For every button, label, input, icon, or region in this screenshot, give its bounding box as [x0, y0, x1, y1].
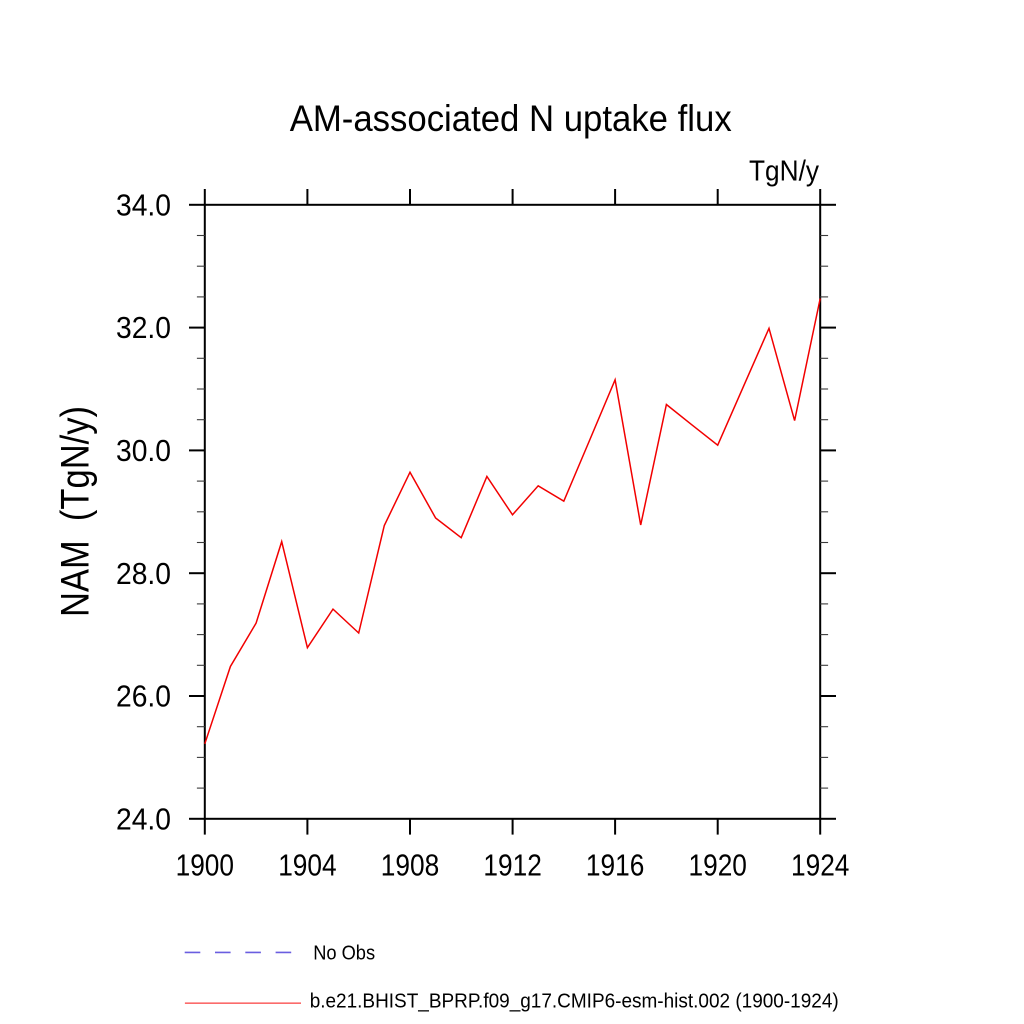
svg-text:32.0: 32.0: [116, 311, 171, 345]
svg-text:26.0: 26.0: [116, 680, 171, 714]
svg-text:b.e21.BHIST_BPRP.f09_g17.CMIP6: b.e21.BHIST_BPRP.f09_g17.CMIP6-esm-hist.…: [310, 990, 839, 1012]
svg-text:1924: 1924: [791, 848, 849, 882]
svg-text:24.0: 24.0: [116, 802, 171, 836]
svg-text:30.0: 30.0: [116, 434, 171, 468]
svg-text:NAM (TgN/y): NAM (TgN/y): [54, 406, 98, 617]
svg-text:1904: 1904: [278, 848, 336, 882]
svg-text:1900: 1900: [176, 848, 234, 882]
svg-text:28.0: 28.0: [116, 557, 171, 591]
svg-text:AM-associated N uptake flux: AM-associated N uptake flux: [290, 97, 732, 139]
svg-text:No Obs: No Obs: [313, 943, 375, 965]
svg-text:1916: 1916: [586, 848, 644, 882]
svg-text:1908: 1908: [381, 848, 439, 882]
svg-text:1920: 1920: [689, 848, 747, 882]
svg-text:1912: 1912: [483, 848, 541, 882]
svg-text:TgN/y: TgN/y: [749, 155, 820, 187]
svg-text:34.0: 34.0: [116, 188, 171, 222]
